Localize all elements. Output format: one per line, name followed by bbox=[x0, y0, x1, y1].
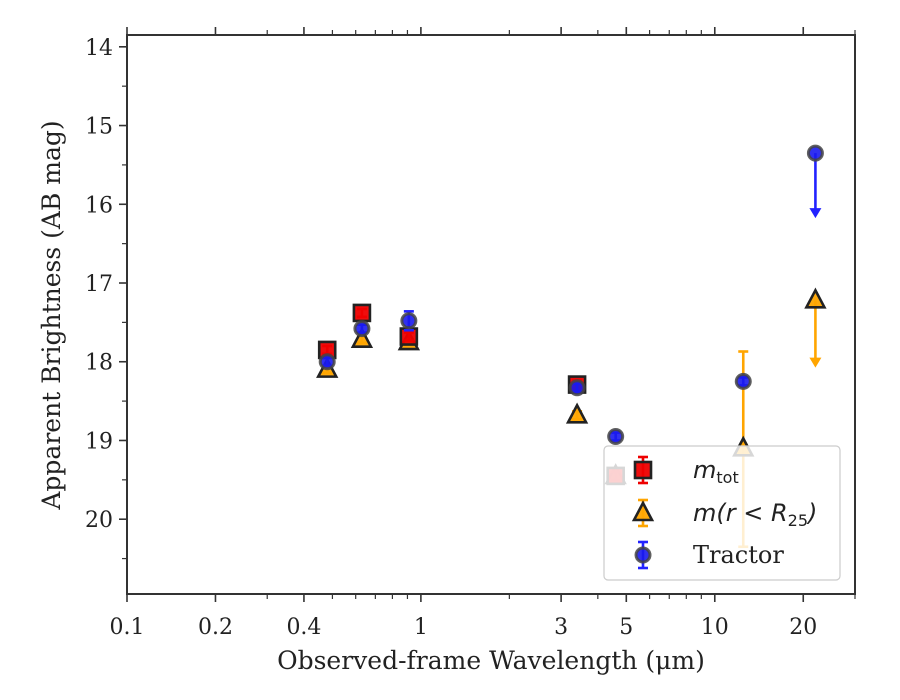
y-tick-label: 14 bbox=[85, 36, 113, 61]
x-tick-label: 0.2 bbox=[198, 615, 233, 640]
y-tick-label: 15 bbox=[85, 115, 113, 140]
x-tick-label: 0.1 bbox=[110, 615, 145, 640]
legend-label: Tractor bbox=[693, 541, 784, 569]
upper-limit-arrow-arrow bbox=[809, 357, 822, 368]
data-point bbox=[565, 402, 589, 424]
data-point bbox=[804, 287, 827, 309]
axes bbox=[126, 34, 856, 595]
data-point bbox=[400, 312, 418, 330]
x-tick-label: 3 bbox=[554, 615, 568, 640]
y-tick-label: 20 bbox=[85, 508, 113, 533]
legend-marker bbox=[631, 500, 655, 522]
data-point bbox=[353, 320, 371, 338]
legend: mtot m(r < R25) Tractor bbox=[603, 445, 841, 581]
x-axis-label: Observed-frame Wavelength (μm) bbox=[277, 646, 705, 675]
data-point bbox=[806, 144, 824, 162]
legend-marker bbox=[633, 460, 653, 480]
data-point bbox=[607, 428, 625, 446]
x-tick-label: 5 bbox=[619, 615, 633, 640]
y-tick-label: 16 bbox=[85, 193, 113, 218]
data-point bbox=[734, 372, 752, 390]
data-point bbox=[318, 353, 336, 371]
x-tick-label: 1 bbox=[414, 615, 428, 640]
data-point bbox=[350, 326, 374, 348]
legend-label: mtot bbox=[693, 456, 739, 487]
legend-box bbox=[603, 445, 841, 581]
series-tractor bbox=[318, 144, 824, 446]
y-tick-label: 19 bbox=[85, 429, 113, 454]
upper-limit-arrow-arrow bbox=[809, 208, 822, 219]
x-tick-label: 0.4 bbox=[286, 615, 321, 640]
y-tick-label: 17 bbox=[85, 272, 113, 297]
data-point bbox=[352, 303, 372, 323]
axes-frame bbox=[126, 34, 856, 595]
legend-marker bbox=[634, 546, 652, 564]
x-tick-label: 20 bbox=[789, 615, 817, 640]
legend-label: m(r < R25) bbox=[693, 499, 817, 530]
ticks: 0.1 0.2 0.4 1 3 5 10 20 14 15 16 17 18 19 20 bbox=[85, 27, 856, 640]
y-axis-label: Apparent Brightness (AB mag) bbox=[37, 120, 66, 510]
y-tick-label: 18 bbox=[85, 351, 113, 376]
data-point bbox=[568, 379, 586, 397]
x-tick-label: 10 bbox=[701, 615, 729, 640]
